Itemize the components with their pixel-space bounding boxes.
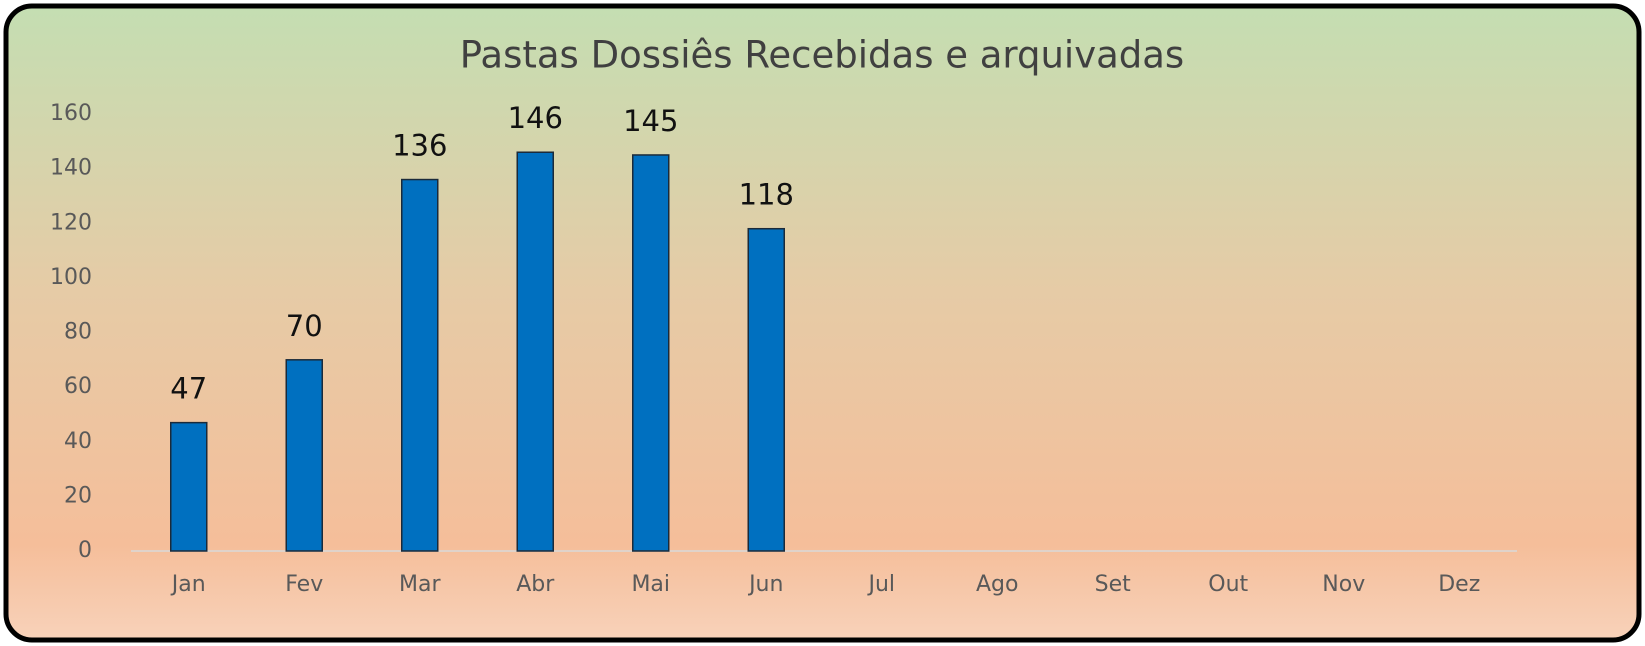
x-tick-label: Mai (631, 572, 670, 597)
bar (747, 227, 785, 552)
x-tick-label: Abr (516, 572, 555, 597)
data-label: 47 (170, 372, 207, 406)
x-tick-label: Set (1095, 572, 1132, 597)
data-label: 146 (508, 101, 563, 135)
x-tick-label: Nov (1322, 572, 1365, 597)
data-label: 136 (392, 129, 447, 163)
y-tick-label: 0 (78, 538, 92, 563)
chart-frame (3, 3, 1642, 643)
chart-title: Pastas Dossiês Recebidas e arquivadas (460, 34, 1184, 77)
y-tick-label: 40 (64, 429, 92, 454)
x-tick-label: Mar (399, 572, 441, 597)
x-tick-label: Jan (170, 572, 206, 597)
x-tick-label: Jun (747, 572, 783, 597)
data-label: 70 (286, 309, 323, 343)
y-tick-label: 80 (64, 320, 92, 345)
bar (401, 178, 439, 552)
bar (632, 154, 670, 552)
y-tick-label: 140 (50, 156, 92, 181)
bar (516, 151, 554, 552)
y-tick-label: 120 (50, 210, 92, 235)
x-tick-label: Ago (976, 572, 1018, 597)
data-label: 145 (623, 104, 678, 138)
bar (285, 359, 323, 552)
y-tick-label: 100 (50, 265, 92, 290)
x-tick-label: Dez (1438, 572, 1480, 597)
x-tick-label: Out (1208, 572, 1248, 597)
data-label: 118 (739, 178, 794, 212)
x-tick-label: Fev (285, 572, 323, 597)
bar (170, 421, 208, 552)
y-tick-label: 60 (64, 374, 92, 399)
y-tick-label: 160 (50, 101, 92, 126)
y-tick-label: 20 (64, 483, 92, 508)
x-tick-label: Jul (866, 572, 895, 597)
